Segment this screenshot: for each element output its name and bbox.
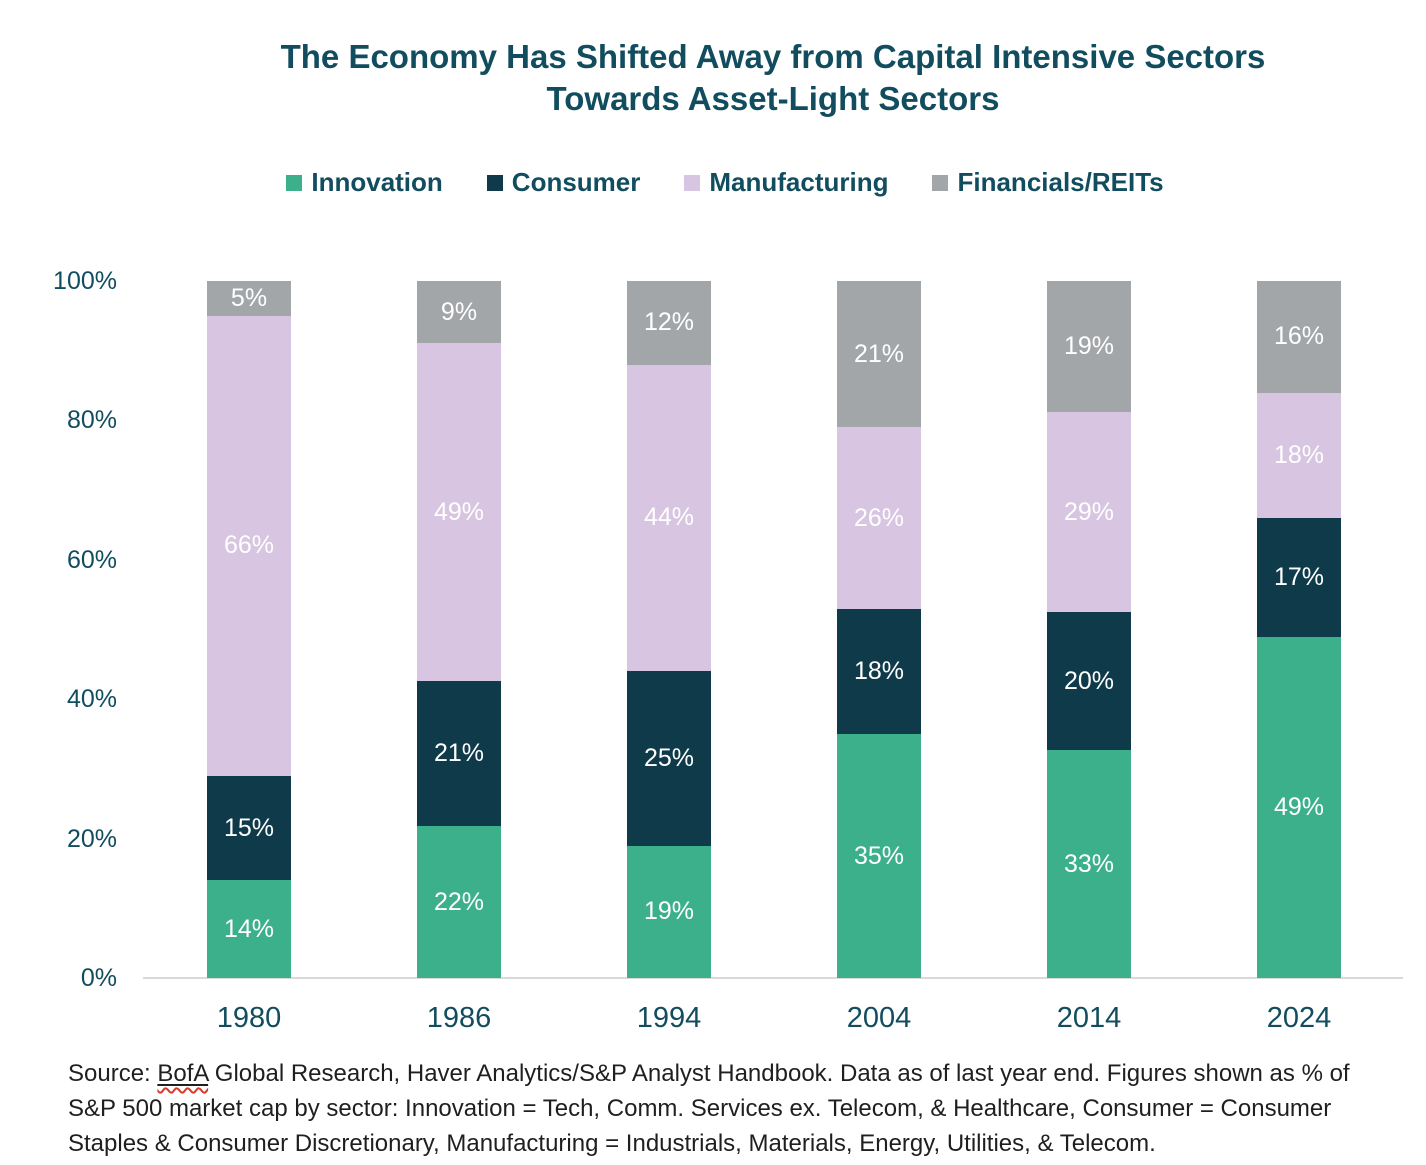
segment-financials-reits-1986: 9% xyxy=(417,281,501,344)
chart-legend: Innovation Consumer Manufacturing Financ… xyxy=(24,167,1426,198)
segment-innovation-1980: 14% xyxy=(207,880,291,978)
segment-consumer-2014: 20% xyxy=(1047,612,1131,751)
bar-2004: 21% 26% 18% 35% xyxy=(837,281,921,978)
chart-title-line1: The Economy Has Shifted Away from Capita… xyxy=(280,38,1266,75)
legend-swatch-innovation-icon xyxy=(286,174,303,191)
bar-1994: 12% 44% 25% 19% xyxy=(627,281,711,978)
bar-value-label: 15% xyxy=(223,813,275,842)
bar-value-label: 16% xyxy=(1273,322,1325,351)
segment-manufacturing-1980: 66% xyxy=(207,315,291,776)
bar-1986: 9% 49% 21% 22% xyxy=(417,281,501,978)
bar-value-label: 12% xyxy=(643,308,695,337)
segment-innovation-2004: 35% xyxy=(837,734,921,978)
segment-consumer-2004: 18% xyxy=(837,608,921,735)
x-tick-1986: 1986 xyxy=(426,1002,492,1034)
bar-2024: 16% 18% 17% 49% xyxy=(1257,281,1341,978)
y-tick-60: 60% xyxy=(66,545,117,574)
segment-innovation-1986: 22% xyxy=(417,826,501,978)
segment-manufacturing-1986: 49% xyxy=(417,343,501,682)
source-line-1: Source: BofA Global Research, Haver Anal… xyxy=(68,1056,1350,1091)
y-tick-40: 40% xyxy=(66,685,117,714)
x-tick-2014: 2014 xyxy=(1056,1002,1122,1034)
bar-value-label: 66% xyxy=(223,531,275,560)
bar-value-label: 5% xyxy=(230,283,268,312)
bar-value-label: 14% xyxy=(223,914,275,943)
legend-label-innovation: Innovation xyxy=(311,167,443,197)
x-axis-line xyxy=(143,977,1403,979)
bar-2014: 19% 29% 20% 33% xyxy=(1047,281,1131,978)
bar-value-label: 49% xyxy=(1273,792,1325,821)
x-tick-2004: 2004 xyxy=(846,1002,912,1034)
legend-label-consumer: Consumer xyxy=(511,167,641,197)
bar-value-label: 29% xyxy=(1063,497,1115,526)
segment-financials-reits-2004: 21% xyxy=(837,281,921,428)
bar-value-label: 22% xyxy=(433,887,485,916)
bar-value-label: 35% xyxy=(853,841,905,870)
bar-value-label: 25% xyxy=(643,743,695,772)
bar-value-label: 18% xyxy=(1273,440,1325,469)
y-tick-0: 0% xyxy=(80,964,117,992)
segment-consumer-1980: 15% xyxy=(207,775,291,881)
bar-value-label: 18% xyxy=(853,656,905,685)
y-tick-20: 20% xyxy=(66,824,117,853)
segment-manufacturing-2024: 18% xyxy=(1257,392,1341,518)
bar-value-label: 26% xyxy=(853,503,905,532)
plot-area: 5% 66% 15% 14% 9% 49% 21% 22% 12% 44% 25% 19% 21% 26%… xyxy=(143,281,1403,979)
segment-consumer-2024: 17% xyxy=(1257,518,1341,637)
x-tick-2024: 2024 xyxy=(1266,1002,1332,1034)
bar-value-label: 19% xyxy=(643,897,695,926)
segment-financials-reits-1994: 12% xyxy=(627,281,711,365)
bofa-link[interactable]: BofA xyxy=(157,1060,209,1087)
source-line-1-rest: Global Research, Haver Analytics/S&P Ana… xyxy=(208,1060,1350,1087)
legend-item-innovation: Innovation xyxy=(286,167,443,198)
bar-value-label: 21% xyxy=(853,339,905,368)
segment-manufacturing-2014: 29% xyxy=(1047,412,1131,613)
legend-swatch-manufacturing-icon xyxy=(684,174,701,191)
legend-swatch-financials-reits-icon xyxy=(932,174,949,191)
segment-innovation-2014: 33% xyxy=(1047,750,1131,978)
legend-swatch-consumer-icon xyxy=(486,174,503,191)
segment-manufacturing-1994: 44% xyxy=(627,364,711,672)
y-tick-100: 100% xyxy=(53,267,117,295)
bar-value-label: 20% xyxy=(1063,666,1115,695)
bar-value-label: 44% xyxy=(643,503,695,532)
segment-manufacturing-2004: 26% xyxy=(837,427,921,609)
bar-1980: 5% 66% 15% 14% xyxy=(207,281,291,978)
legend-item-consumer: Consumer xyxy=(486,167,641,198)
segment-financials-reits-1980: 5% xyxy=(207,281,291,316)
legend-label-financials-reits: Financials/REITs xyxy=(957,167,1164,197)
y-tick-80: 80% xyxy=(66,406,117,435)
bar-value-label: 33% xyxy=(1063,849,1115,878)
segment-innovation-2024: 49% xyxy=(1257,636,1341,978)
segment-innovation-1994: 19% xyxy=(627,845,711,978)
legend-item-manufacturing: Manufacturing xyxy=(684,167,888,198)
legend-label-manufacturing: Manufacturing xyxy=(709,167,889,197)
bar-value-label: 49% xyxy=(433,497,485,526)
segment-financials-reits-2024: 16% xyxy=(1257,281,1341,393)
chart-title: The Economy Has Shifted Away from Capita… xyxy=(130,36,1416,120)
bar-value-label: 21% xyxy=(433,739,485,768)
segment-consumer-1994: 25% xyxy=(627,671,711,846)
bar-value-label: 17% xyxy=(1273,562,1325,591)
x-tick-1994: 1994 xyxy=(636,1002,702,1034)
bar-value-label: 19% xyxy=(1063,332,1115,361)
legend-item-financials-reits: Financials/REITs xyxy=(932,167,1164,198)
source-line-2: S&P 500 market cap by sector: Innovation… xyxy=(68,1095,1332,1122)
chart-title-line2: Towards Asset-Light Sectors xyxy=(546,80,1000,117)
segment-financials-reits-2014: 19% xyxy=(1047,281,1131,413)
source-note: Source: BofA Global Research, Haver Anal… xyxy=(68,1056,1350,1161)
source-line-3: Staples & Consumer Discretionary, Manufa… xyxy=(68,1130,1156,1157)
x-tick-1980: 1980 xyxy=(216,1002,282,1034)
source-prefix: Source: xyxy=(68,1060,158,1087)
bar-value-label: 9% xyxy=(440,297,478,326)
segment-consumer-1986: 21% xyxy=(417,681,501,827)
